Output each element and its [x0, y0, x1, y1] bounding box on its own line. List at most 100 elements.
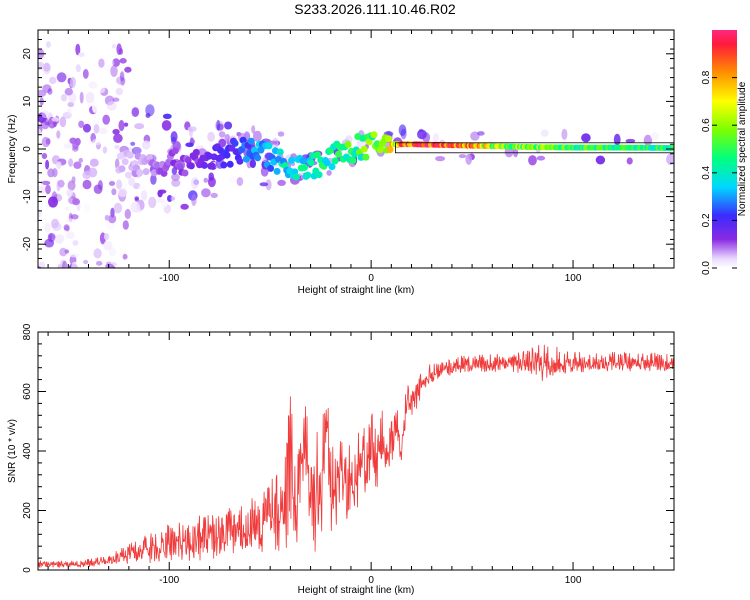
spectrogram-noise-blob: [122, 220, 129, 230]
spectrogram-noise-blob: [124, 66, 132, 73]
spectrogram-ridge-point: [299, 157, 307, 165]
spectrogram-noise-blob: [51, 191, 58, 204]
spectrogram-noise-blob: [82, 265, 89, 268]
spectrogram-noise-blob: [51, 117, 60, 122]
spectrogram-ridge-point: [192, 148, 200, 156]
spectrogram-noise-blob: [104, 214, 110, 221]
spectrogram-noise-blob: [435, 156, 446, 162]
spectrogram-noise-blob: [82, 179, 92, 190]
spectrogram-noise-blob: [71, 176, 76, 184]
spectrogram-noise-blob: [38, 261, 45, 268]
spectrogram-noise-blob: [102, 277, 107, 284]
spectrogram-noise-blob: [326, 170, 332, 176]
colorbar-tick-label: 0.2: [701, 213, 712, 227]
spectrogram-noise-blob: [83, 202, 91, 213]
spectrogram-noise-blob: [218, 131, 226, 138]
spectrogram-ridge-point: [265, 142, 273, 150]
snr-x-tick-label: 100: [565, 575, 582, 586]
spectrogram-ridge-point: [362, 153, 370, 161]
spectrogram-noise-blob: [121, 181, 127, 191]
spectrogram-ridge-point: [242, 155, 250, 163]
spectrogram-noise-blob: [88, 167, 98, 178]
spectrogram-ridge-point: [386, 146, 394, 154]
spectrogram-noise-blob: [224, 134, 231, 142]
spectrogram-noise-blob: [124, 122, 129, 127]
spectrogram-noise-blob: [252, 130, 262, 142]
spectrogram-noise-blob: [59, 116, 67, 128]
spectrogram-ridge-point: [357, 153, 365, 161]
spectrogram-noise-blob: [65, 206, 70, 211]
spectrogram-noise-blob: [150, 174, 157, 185]
spectrogram-noise-blob: [260, 166, 269, 177]
spectrogram-ridge-point: [344, 141, 352, 148]
spectrogram-noise-blob: [75, 43, 81, 56]
spectrogram-ridge-point: [267, 164, 275, 172]
spectrogram-noise-blob: [581, 133, 591, 143]
spectrogram-noise-blob: [191, 194, 197, 207]
spectrogram-noise-blob: [114, 158, 120, 169]
spectrogram-noise-blob: [124, 208, 131, 220]
spectrogram-ridge-point: [121, 158, 129, 166]
snr-y-axis-title: SNR (10 * v/v): [7, 419, 18, 483]
spectrogram-noise-blob: [595, 155, 606, 165]
colorbar-gradient: [712, 30, 737, 268]
spectrogram-ridge-point: [125, 171, 132, 179]
spectrogram-noise-blob: [56, 161, 62, 170]
spectrogram-noise-blob: [115, 87, 124, 96]
spectrogram-noise-blob: [96, 260, 103, 266]
spectrogram-noise-blob: [72, 198, 80, 206]
colorbar-tick-label: 0.6: [701, 118, 712, 132]
spectrogram-noise-blob: [45, 159, 50, 170]
spectrogram-noise-blob: [187, 126, 197, 132]
spectrogram-noise-blob: [112, 97, 120, 102]
spectrogram-noise-blob: [190, 177, 199, 189]
spectrogram-noise-blob: [83, 123, 91, 133]
snr-y-tick-label: 400: [22, 442, 33, 459]
spectrogram-noise-blob: [67, 101, 75, 108]
spectrogram-noise-blob: [64, 249, 70, 254]
spectrogram-noise-blob: [54, 271, 63, 280]
spectrogram-noise-blob: [81, 270, 88, 276]
spectrogram-noise-blob: [207, 131, 216, 142]
spectrogram-heatmap: [38, 41, 674, 284]
spectrogram-x-tick-label: 0: [368, 273, 374, 284]
spectrogram-noise-blob: [57, 179, 65, 188]
spectrogram-ridge-point: [118, 165, 126, 173]
spectrogram-noise-blob: [58, 279, 65, 284]
spectrogram-noise-blob: [66, 231, 75, 239]
spectrogram-ridge-point: [328, 163, 336, 171]
spectrogram-noise-blob: [118, 48, 124, 55]
spectrogram-noise-blob: [56, 130, 61, 139]
spectrogram-ridge-point: [226, 160, 234, 168]
spectrogram-noise-blob: [561, 128, 568, 140]
spectrogram-noise-blob: [82, 69, 89, 79]
spectrogram-noise-blob: [98, 58, 105, 68]
spectrogram-noise-blob: [69, 253, 80, 258]
spectrogram-y-tick-label: -10: [22, 189, 33, 204]
spectrogram-ridge-point: [331, 157, 339, 165]
spectrogram-noise-blob: [45, 41, 51, 48]
spectrogram-y-tick-label: 20: [22, 48, 33, 60]
spectrogram-noise-blob: [131, 107, 140, 117]
spectrogram-noise-blob: [93, 248, 102, 259]
spectrogram-noise-blob: [216, 119, 221, 131]
spectrogram-noise-blob: [54, 234, 64, 244]
colorbar-tick-label: 0.0: [701, 261, 712, 275]
spectrogram-noise-blob: [398, 124, 407, 136]
spectrogram-noise-blob: [422, 132, 431, 143]
spectrogram-noise-blob: [180, 203, 189, 210]
spectrogram-noise-blob: [201, 188, 211, 198]
spectrogram-noise-blob: [109, 59, 115, 67]
spectrogram-ridge-point: [334, 150, 342, 158]
spectrogram-noise-blob: [128, 177, 136, 187]
snr-plot-area: [38, 332, 674, 570]
spectrogram-noise-blob: [63, 224, 70, 231]
snr-x-tick-label: 0: [368, 575, 374, 586]
spectrogram-noise-blob: [85, 91, 95, 104]
spectrogram-noise-blob: [66, 218, 76, 223]
spectrogram-noise-blob: [208, 172, 214, 181]
spectrogram-noise-blob: [38, 128, 42, 135]
spectrogram-noise-blob: [112, 128, 120, 135]
